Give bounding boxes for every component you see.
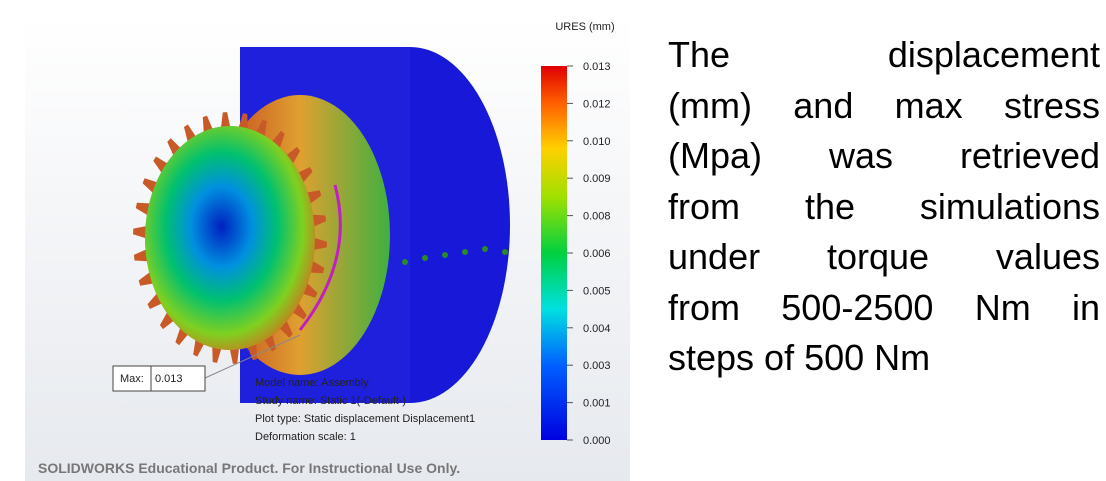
text-line: (Mpa) was retrieved xyxy=(668,131,1100,182)
info-line: Plot type: Static displacement Displacem… xyxy=(255,413,475,425)
max-label: Max: xyxy=(120,373,144,385)
max-value: 0.013 xyxy=(155,373,183,385)
legend-tick-label: 0.013 xyxy=(583,61,611,73)
legend-tick-label: 0.000 xyxy=(583,435,611,447)
text-line: (mm) and max stress xyxy=(668,81,1100,132)
gear-face xyxy=(145,126,315,350)
text-line: steps of 500 Nm xyxy=(668,333,1100,384)
watermark: SOLIDWORKS Educational Product. For Inst… xyxy=(38,460,460,476)
text-line: from 500-2500 Nm in xyxy=(668,283,1100,334)
simulation-view: URES (mm) 0.013 0.012 0.010 0.009 0.008 0.006… xyxy=(0,0,640,481)
legend-tick-label: 0.003 xyxy=(583,360,611,372)
legend-tick-label: 0.012 xyxy=(583,98,611,110)
color-bar xyxy=(541,66,567,440)
text-line: from the simulations xyxy=(668,182,1100,233)
legend-tick-label: 0.006 xyxy=(583,248,611,260)
legend-tick-label: 0.004 xyxy=(583,323,611,335)
info-line: Deformation scale: 1 xyxy=(255,431,356,443)
info-line: Model name: Assembly xyxy=(255,377,369,389)
text-line: under torque values xyxy=(668,232,1100,283)
legend-tick-label: 0.009 xyxy=(583,173,611,185)
page: URES (mm) 0.013 0.012 0.010 0.009 0.008 0.006… xyxy=(0,0,1106,481)
legend-tick-label: 0.001 xyxy=(583,398,611,410)
text-line: The displacement xyxy=(668,30,1100,81)
description: The displacement(mm) and max stress(Mpa)… xyxy=(668,30,1100,384)
legend-tick-label: 0.005 xyxy=(583,285,611,297)
info-line: Study name: Static 1(-Default-) xyxy=(255,395,406,407)
legend-tick-label: 0.008 xyxy=(583,211,611,223)
legend-title: URES (mm) xyxy=(555,21,614,33)
legend-tick-label: 0.010 xyxy=(583,136,611,148)
